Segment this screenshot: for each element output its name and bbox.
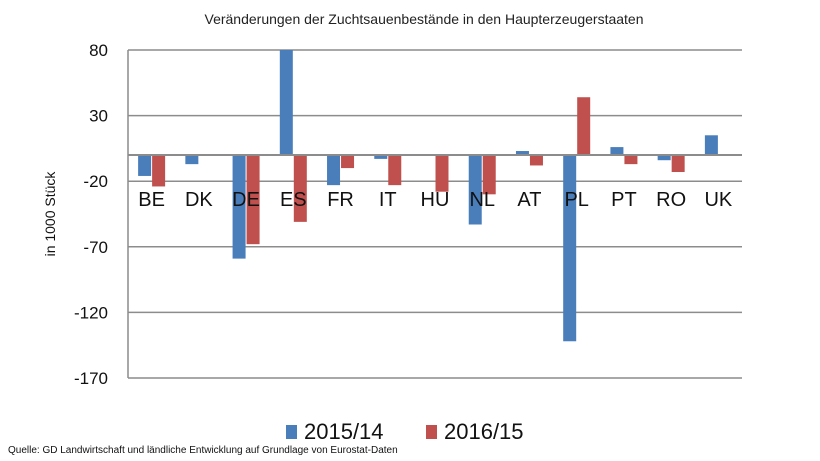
y-tick-label: -70: [83, 238, 108, 257]
bar-2016-15-nl: [482, 154, 496, 195]
x-tick-label: FR: [327, 189, 354, 211]
legend-swatch-2016-15: [426, 425, 437, 439]
x-tick-label: PL: [564, 189, 588, 211]
y-axis-ticks: 80 30 -20 -70 -120 -170: [74, 41, 108, 388]
bar-2016-15-fr: [341, 154, 355, 169]
x-tick-label: HU: [421, 189, 450, 211]
bar-2016-15-es: [293, 154, 307, 222]
y-tick-label: -170: [74, 369, 108, 388]
bar-2015-14-it: [374, 154, 388, 159]
bar-2015-14-at: [515, 151, 529, 155]
bar-2016-15-at: [529, 154, 543, 166]
bar-2016-15-hu: [435, 154, 449, 192]
y-tick-label: 30: [89, 107, 108, 126]
y-tick-label: -20: [83, 172, 108, 191]
bar-2015-14-fr: [327, 154, 341, 186]
bar-2016-15-pt: [624, 154, 638, 165]
bar-2016-15-de: [246, 154, 260, 245]
bar-2016-15-pl: [577, 97, 591, 155]
bar-2015-14-nl: [468, 154, 482, 225]
source-note: Quelle: GD Landwirtschaft und ländliche …: [8, 445, 398, 456]
legend-swatch-2015-14: [286, 425, 297, 439]
legend-label: 2015/14: [304, 419, 384, 444]
category-labels: BE DK DE ES FR IT HU NL AT PL PT RO UK: [138, 189, 733, 211]
bar-2015-14-dk: [185, 154, 199, 165]
gridlines: [127, 49, 742, 379]
x-tick-label: BE: [138, 189, 165, 211]
x-tick-label: ES: [280, 189, 307, 211]
bar-2015-14-uk: [704, 135, 718, 155]
x-tick-label: AT: [517, 189, 541, 211]
chart-title: Veränderungen der Zuchtsauenbestände in …: [205, 11, 644, 27]
bar-2016-15-be: [152, 154, 166, 187]
y-axis-label: in 1000 Stück: [42, 171, 58, 257]
bar-2015-14-pl: [563, 154, 577, 342]
bar-2015-14-ro: [657, 154, 671, 161]
bar-2016-15-ro: [671, 154, 685, 173]
x-tick-label: NL: [469, 189, 495, 211]
bars: [138, 50, 718, 342]
x-tick-label: PT: [611, 189, 637, 211]
bar-2015-14-pt: [610, 147, 624, 155]
y-tick-label: 80: [89, 41, 108, 60]
bar-2015-14-es: [279, 50, 293, 155]
x-tick-label: IT: [379, 189, 397, 211]
x-tick-label: RO: [656, 189, 686, 211]
bar-2015-14-de: [232, 154, 246, 259]
x-tick-label: DE: [232, 189, 260, 211]
legend: 2015/14 2016/15: [286, 419, 524, 444]
x-tick-label: DK: [185, 189, 213, 211]
bar-2016-15-it: [388, 154, 402, 186]
bar-2015-14-be: [138, 154, 152, 176]
y-tick-label: -120: [74, 303, 108, 322]
x-tick-label: UK: [704, 189, 732, 211]
legend-label: 2016/15: [444, 419, 524, 444]
